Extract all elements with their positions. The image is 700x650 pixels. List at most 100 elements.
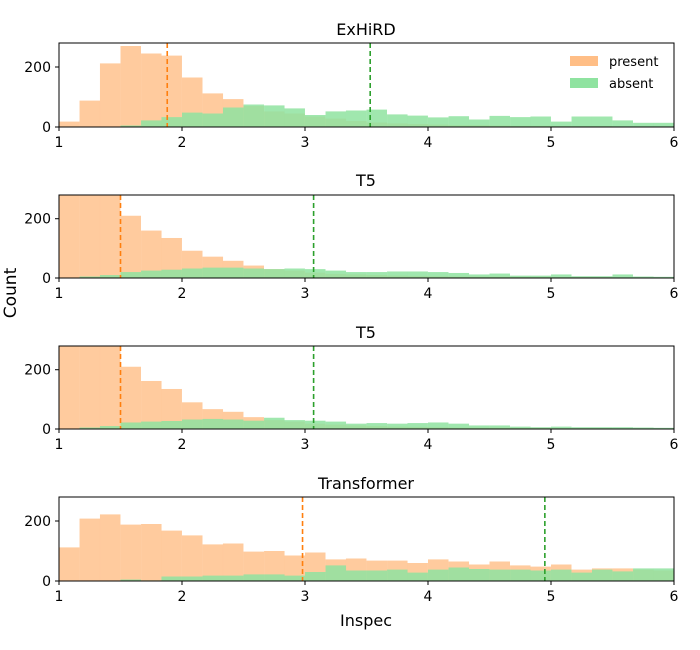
bar-present <box>161 388 182 429</box>
bar-absent <box>202 267 224 279</box>
bar-absent <box>305 269 326 278</box>
bar-absent <box>612 571 633 581</box>
bar-present <box>222 543 244 581</box>
bar-absent <box>612 120 633 127</box>
x-tick-label: 2 <box>178 286 187 302</box>
bar-absent <box>202 418 224 429</box>
bar-absent <box>305 572 326 581</box>
x-tick-label: 1 <box>55 286 64 302</box>
bar-absent <box>428 117 449 127</box>
bar-absent <box>284 268 305 278</box>
bar-absent <box>510 426 531 429</box>
bar-absent <box>366 570 387 581</box>
bar-absent <box>448 423 470 429</box>
bar-absent <box>407 115 428 127</box>
panel-title: T5 <box>355 171 376 190</box>
bar-present <box>120 46 141 127</box>
bar-present <box>99 514 121 581</box>
bar-absent <box>407 423 428 429</box>
bar-absent <box>222 107 244 127</box>
bar-absent <box>612 274 633 278</box>
bar-present <box>79 100 101 127</box>
axes-frame <box>58 42 675 128</box>
bar-absent <box>428 569 449 581</box>
x-tick-label: 6 <box>670 135 679 151</box>
bar-absent <box>387 114 408 127</box>
x-tick-label: 5 <box>547 589 556 605</box>
bar-absent <box>571 276 593 278</box>
x-tick-label: 3 <box>301 437 310 453</box>
figure-xlabel: Inspec <box>340 611 392 630</box>
bar-absent <box>141 421 162 429</box>
bar-absent <box>510 569 531 581</box>
bar-present <box>161 530 182 581</box>
bar-absent <box>120 125 141 127</box>
bar-absent <box>428 422 449 429</box>
panel-t5-first: T5 1 2 3 4 5 6 0 200 <box>24 171 678 302</box>
bar-absent <box>653 568 674 581</box>
bar-present <box>59 547 80 581</box>
bar-absent <box>182 576 203 581</box>
x-tick-label: 5 <box>547 437 556 453</box>
bar-absent <box>530 116 551 127</box>
bar-present <box>59 195 80 278</box>
bar-absent <box>571 572 593 581</box>
bar-absent <box>161 269 182 278</box>
bar-absent <box>468 425 490 429</box>
bar-absent <box>120 422 141 429</box>
y-tick-label: 200 <box>24 212 51 228</box>
bar-absent <box>366 272 387 278</box>
bar-present <box>59 346 80 429</box>
bar-absent <box>345 272 367 278</box>
bar-present <box>202 544 224 581</box>
y-tick-label: 0 <box>42 120 51 136</box>
bar-present <box>141 380 162 429</box>
legend-swatch-absent <box>570 78 598 88</box>
panel-title: ExHiRD <box>336 20 396 39</box>
bar-absent <box>325 421 347 429</box>
bar-absent <box>305 420 326 429</box>
legend: present absent <box>570 55 658 92</box>
bar-present <box>243 551 264 581</box>
y-tick-label: 200 <box>24 514 51 530</box>
bar-absent <box>653 427 674 429</box>
bar-absent <box>530 275 551 278</box>
bar-absent <box>325 565 347 581</box>
x-tick-label: 1 <box>55 135 64 151</box>
y-tick-label: 200 <box>24 60 51 76</box>
bar-present <box>141 53 162 127</box>
bar-absent <box>345 110 367 127</box>
y-tick-label: 0 <box>42 574 51 590</box>
x-tick-label: 5 <box>547 286 556 302</box>
bar-absent <box>591 116 613 127</box>
bar-absent <box>120 272 141 278</box>
bar-present <box>141 230 162 278</box>
bar-absent <box>407 572 428 581</box>
bar-absent <box>591 427 613 429</box>
bar-absent <box>284 575 305 581</box>
bar-absent <box>468 569 490 581</box>
bar-present <box>79 346 101 429</box>
bar-absent <box>222 575 244 581</box>
bar-present <box>141 524 162 581</box>
bar-present <box>99 346 121 429</box>
bar-absent <box>551 121 572 127</box>
bar-absent <box>243 104 264 127</box>
bar-absent <box>489 425 510 429</box>
bar-present <box>161 237 182 278</box>
x-tick-label: 6 <box>670 437 679 453</box>
panel-title: Transformer <box>317 474 414 493</box>
panel-title: T5 <box>355 323 376 342</box>
axes-frame <box>58 345 675 430</box>
bar-absent <box>161 576 182 581</box>
bar-absent <box>510 275 531 278</box>
bar-absent <box>489 273 510 278</box>
bar-absent <box>633 568 654 581</box>
bar-absent <box>468 274 490 278</box>
bar-absent <box>202 575 224 581</box>
bar-absent <box>182 268 203 278</box>
bar-present <box>161 55 182 127</box>
bar-absent <box>264 574 285 581</box>
bar-absent <box>407 271 428 278</box>
x-tick-label: 4 <box>424 135 433 151</box>
